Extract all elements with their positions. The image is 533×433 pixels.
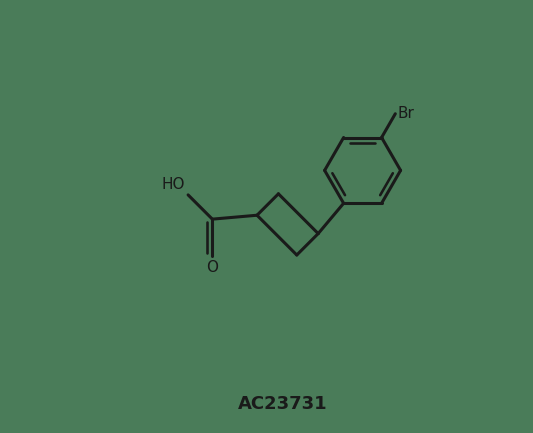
Text: O: O xyxy=(206,260,219,275)
Text: HO: HO xyxy=(162,177,185,192)
Text: Br: Br xyxy=(398,106,415,121)
Text: AC23731: AC23731 xyxy=(238,395,327,413)
